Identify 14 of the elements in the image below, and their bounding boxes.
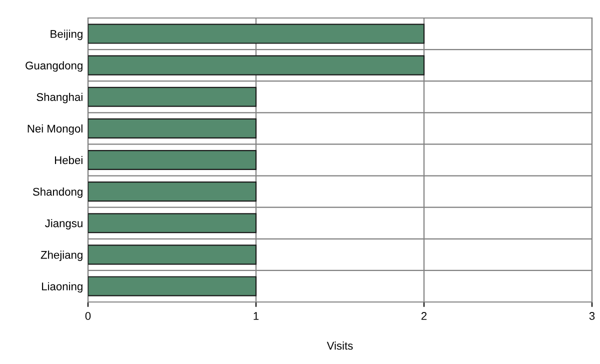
y-tick-label: Zhejiang	[40, 250, 82, 261]
x-tick-label: 3	[589, 312, 595, 320]
y-tick-label: Guangdong	[26, 61, 82, 72]
x-axis-title: Visits	[326, 342, 353, 350]
y-tick-label: Beijing	[50, 30, 82, 40]
x-tick-label: 0	[85, 312, 91, 320]
y-tick-label: Shanghai	[36, 92, 82, 104]
y-tick-label: Nei Mongol	[28, 124, 82, 135]
x-tick-label: 2	[421, 312, 427, 320]
y-tick-label: Jiangsu	[45, 219, 82, 230]
y-tick-label: Liaoning	[42, 282, 82, 293]
x-tick-label: 1	[254, 312, 259, 320]
y-tick-label: Shandong	[32, 188, 82, 198]
y-tick-label: Hebei	[55, 156, 82, 164]
